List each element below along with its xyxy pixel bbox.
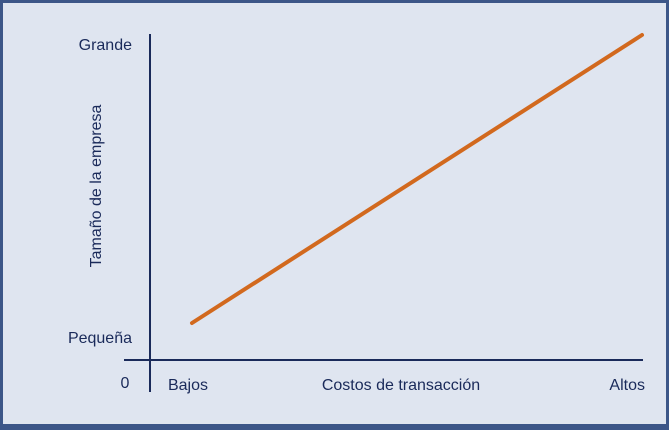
y-bottom-label: Pequeña [68, 330, 132, 347]
x-left-label: Bajos [168, 377, 208, 394]
panel-bottom [0, 424, 669, 430]
origin-label: 0 [121, 375, 130, 392]
y-top-label: Grande [79, 37, 132, 54]
x-right-label: Altos [609, 377, 645, 394]
x-axis-title: Costos de transacción [322, 377, 480, 394]
y-axis-title: Tamaño de la empresa [88, 105, 105, 268]
curve [190, 33, 644, 325]
